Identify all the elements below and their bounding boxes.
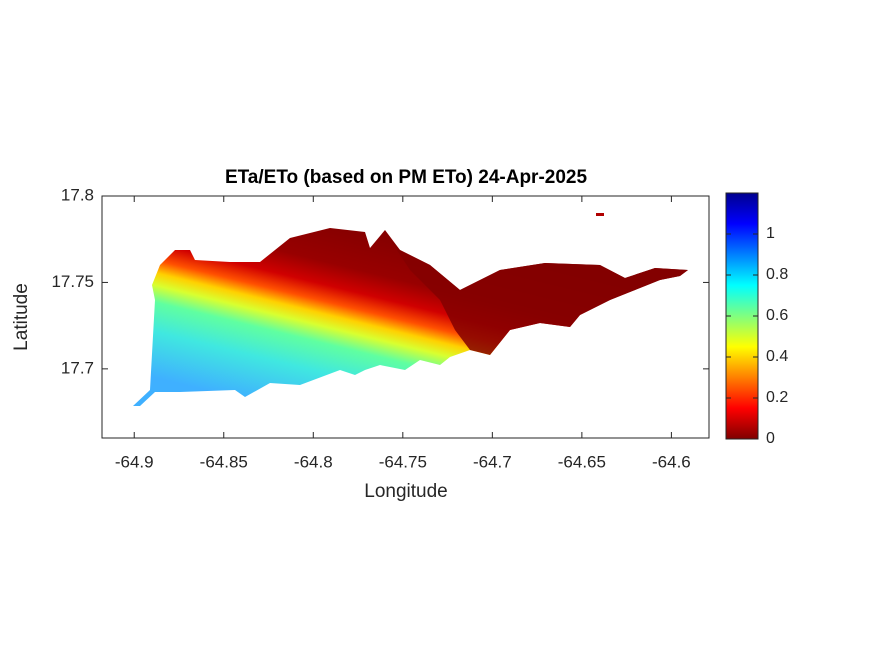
x-tick-label: -64.65: [558, 452, 606, 471]
colorbar-tick-label: 0: [766, 430, 775, 447]
colorbar-tick-label: 0.6: [766, 307, 788, 324]
colorbar-tick-label: 1: [766, 225, 775, 242]
x-tick-label: -64.8: [294, 452, 333, 471]
y-tick-label: 17.7: [61, 358, 94, 377]
chart-title: ETa/ETo (based on PM ETo) 24-Apr-2025: [225, 167, 588, 188]
islet: [596, 213, 604, 216]
x-tick-label: -64.7: [473, 452, 512, 471]
axes-frame: [101, 195, 710, 439]
x-tick-label: -64.85: [200, 452, 248, 471]
island-east-core: [385, 232, 688, 355]
y-axis-label: Latitude: [11, 283, 32, 351]
y-tick-label: 17.8: [61, 185, 94, 204]
x-tick-label: -64.6: [652, 452, 691, 471]
y-tick-label: 17.75: [51, 272, 94, 291]
colorbar-tick-label: 0.4: [766, 348, 788, 365]
colorbar-tick-label: 0.2: [766, 389, 788, 406]
x-tick-label: -64.75: [379, 452, 427, 471]
x-axis-label: Longitude: [364, 481, 447, 502]
x-tick-label: -64.9: [115, 452, 154, 471]
colorbar: [725, 192, 759, 440]
colorbar-tick-label: 0.8: [766, 266, 788, 283]
